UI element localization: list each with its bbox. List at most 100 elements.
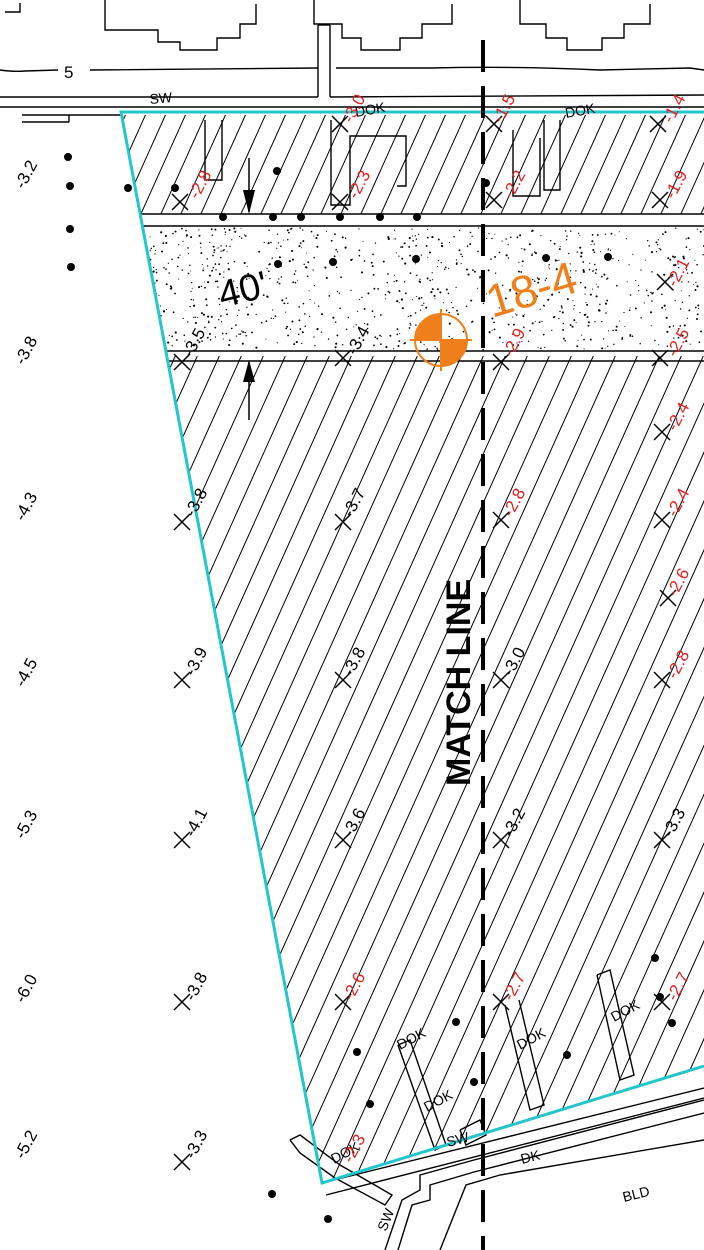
stipple-dot	[210, 315, 213, 318]
stipple-dot	[428, 251, 432, 254]
spot-marker	[492, 511, 510, 529]
stipple-dot	[214, 280, 217, 283]
stipple-dot	[582, 270, 585, 273]
spot-markers	[171, 115, 677, 1171]
stipple-dot	[472, 269, 474, 271]
survey-dot	[273, 167, 281, 175]
stipple-dot	[291, 249, 294, 252]
stipple-dot	[239, 333, 242, 335]
stipple-dot	[681, 281, 683, 283]
stipple-dot	[514, 313, 517, 315]
stipple-dot	[376, 337, 379, 340]
stipple-dot	[603, 273, 606, 276]
stipple-dot	[384, 293, 387, 296]
stipple-dot	[696, 263, 698, 266]
stipple-dot	[560, 305, 563, 307]
survey-dot	[353, 1048, 361, 1056]
stipple-dot	[227, 268, 230, 271]
stipple-dot	[604, 302, 608, 305]
stipple-dot	[220, 245, 222, 247]
stipple-dot	[272, 309, 274, 311]
stipple-dot	[450, 301, 453, 304]
survey-dot	[376, 213, 384, 221]
stipple-dot	[440, 261, 442, 264]
stipple-dot	[542, 304, 545, 307]
stipple-dot	[528, 243, 531, 246]
stipple-dot	[679, 325, 682, 327]
stipple-dot	[318, 305, 320, 307]
stipple-dot	[531, 278, 534, 281]
stipple-dot	[203, 267, 205, 269]
stipple-dot	[544, 346, 546, 349]
stipple-dot	[571, 325, 574, 328]
survey-dot	[124, 184, 132, 192]
stipple-dot	[537, 346, 539, 348]
stipple-dot	[220, 321, 223, 323]
stipple-dot	[168, 334, 170, 337]
stipple-dot	[689, 249, 691, 251]
spot-marker	[651, 349, 669, 367]
stipple-dot	[154, 253, 156, 255]
stipple-dot	[387, 273, 389, 275]
stipple-dot	[675, 227, 677, 229]
stipple-dot	[278, 256, 281, 259]
stipple-dot	[453, 235, 455, 238]
stipple-dot	[267, 270, 270, 273]
spot-marker	[334, 513, 352, 531]
stipple-dot	[212, 266, 215, 269]
spot-marker	[492, 353, 510, 371]
stipple-dot	[171, 335, 174, 338]
stipple-dot	[569, 276, 572, 279]
stipple-dot	[265, 320, 268, 322]
stipple-dot	[159, 305, 161, 307]
hatch-line	[659, 115, 704, 214]
dok-label-top-1: DOK	[354, 99, 387, 120]
stipple-dot	[196, 317, 199, 319]
stippled-zone	[143, 227, 704, 351]
stipple-dot	[207, 321, 210, 324]
stipple-dot	[586, 303, 589, 306]
stipple-dot	[681, 334, 684, 337]
stipple-dot	[409, 254, 412, 257]
stipple-dot	[558, 317, 560, 320]
hatch-line	[139, 115, 188, 214]
stipple-dot	[648, 245, 650, 247]
stipple-dot	[605, 312, 607, 314]
stipple-dot	[178, 278, 180, 280]
stipple-dot	[562, 328, 565, 331]
stipple-dot	[436, 349, 439, 351]
stipple-dot	[201, 340, 203, 342]
text-labels: 5 40' 18-4 MATCH LINE SW DOK DOK DOK DOK…	[11, 63, 694, 1233]
stipple-dot	[680, 333, 683, 336]
spot-elevation: -3.7	[339, 485, 370, 520]
stipple-dot	[210, 228, 213, 231]
stipple-dot	[221, 332, 224, 335]
dok-label-bottom-2: DOK	[514, 1024, 549, 1053]
hatch-line	[547, 356, 704, 1183]
stipple-dot	[672, 275, 674, 278]
stipple-dot	[265, 338, 267, 340]
stipple-dot	[561, 306, 563, 309]
stipple-dot	[366, 332, 369, 335]
stipple-dot	[685, 269, 688, 271]
stipple-dot	[640, 317, 642, 319]
stipple-dot	[300, 247, 303, 249]
stipple-dot	[485, 293, 487, 295]
hatch-line	[379, 115, 428, 214]
stipple-dot	[415, 238, 418, 240]
hatch-line	[299, 115, 348, 214]
stipple-dot	[233, 260, 236, 263]
survey-dot	[66, 182, 74, 190]
stipple-dot	[437, 265, 439, 267]
stipple-dot	[408, 245, 411, 248]
stipple-dot	[387, 290, 389, 293]
stipple-dot	[644, 259, 647, 261]
left-elevation: -5.3	[11, 807, 42, 842]
stipple-dot	[516, 236, 519, 239]
stipple-dot	[255, 313, 257, 316]
stipple-dot	[411, 228, 413, 230]
stipple-dot	[593, 251, 596, 254]
stipple-dot	[556, 284, 558, 287]
stipple-dot	[451, 337, 453, 340]
stipple-dot	[582, 269, 585, 272]
